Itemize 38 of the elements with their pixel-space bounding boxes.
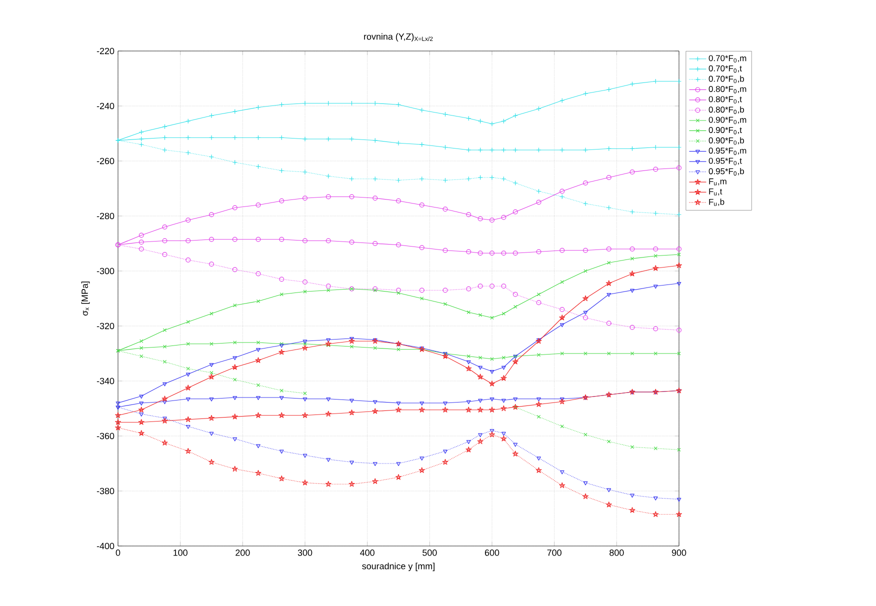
legend-label: 0.90*F$_{0}$,t <box>708 127 742 134</box>
x-tick-label: 800 <box>610 550 624 556</box>
legend-label: 0.95*F$_{0}$,t <box>708 158 742 166</box>
y-tick-label: -240 <box>96 102 114 110</box>
x-tick-label: 500 <box>422 550 437 556</box>
y-axis-title: σ$_{x}$ [MPa] <box>81 282 90 316</box>
legend-label: 0.95*F$_{0}$,b <box>708 168 744 176</box>
legend-label: 0.70*F$_{0}$,b <box>708 76 744 84</box>
x-axis-title: souradnice y [mm] <box>362 562 434 572</box>
legend-label: 0.80*F$_{0}$,m <box>708 86 746 94</box>
x-tick-label: 100 <box>174 550 188 556</box>
legend-label: F$_{u}$,m <box>709 178 726 186</box>
x-tick-label: 300 <box>298 550 312 556</box>
legend-label: 0.70*F$_{0}$,t <box>708 65 742 73</box>
x-tick-label: 0 <box>116 550 120 556</box>
legend-label: F$_{u}$,t <box>709 188 722 196</box>
y-tick-label: -340 <box>96 378 114 384</box>
x-tick-label: 400 <box>360 550 374 556</box>
y-tick-label: -280 <box>96 212 114 220</box>
x-tick-label: 200 <box>236 550 250 556</box>
y-tick-label: -380 <box>96 488 114 494</box>
legend-label: 0.70*F$_{0}$,m <box>708 55 746 63</box>
x-tick-label: 700 <box>547 550 562 556</box>
legend-label: 0.80*F$_{0}$,b <box>708 106 744 114</box>
chart-title: rovnina (Y,Z)$_{X=Lx/2}$ <box>364 33 433 42</box>
legend-label: 0.95*F$_{0}$,m <box>708 148 746 155</box>
legend-label: 0.90*F$_{0}$,m <box>708 116 746 124</box>
legend-label: F$_{u}$,b <box>709 198 724 206</box>
y-tick-label: -220 <box>96 48 114 54</box>
y-tick-label: -320 <box>96 322 114 330</box>
y-tick-label: -260 <box>96 158 114 164</box>
x-tick-label: 900 <box>672 550 686 556</box>
legend-label: 0.80*F$_{0}$,t <box>708 96 742 104</box>
y-tick-label: -400 <box>96 542 114 550</box>
y-tick-label: -360 <box>96 432 114 440</box>
legend-label: 0.90*F$_{0}$,b <box>708 137 744 145</box>
x-tick-label: 600 <box>484 550 500 556</box>
y-tick-label: -300 <box>96 268 114 274</box>
